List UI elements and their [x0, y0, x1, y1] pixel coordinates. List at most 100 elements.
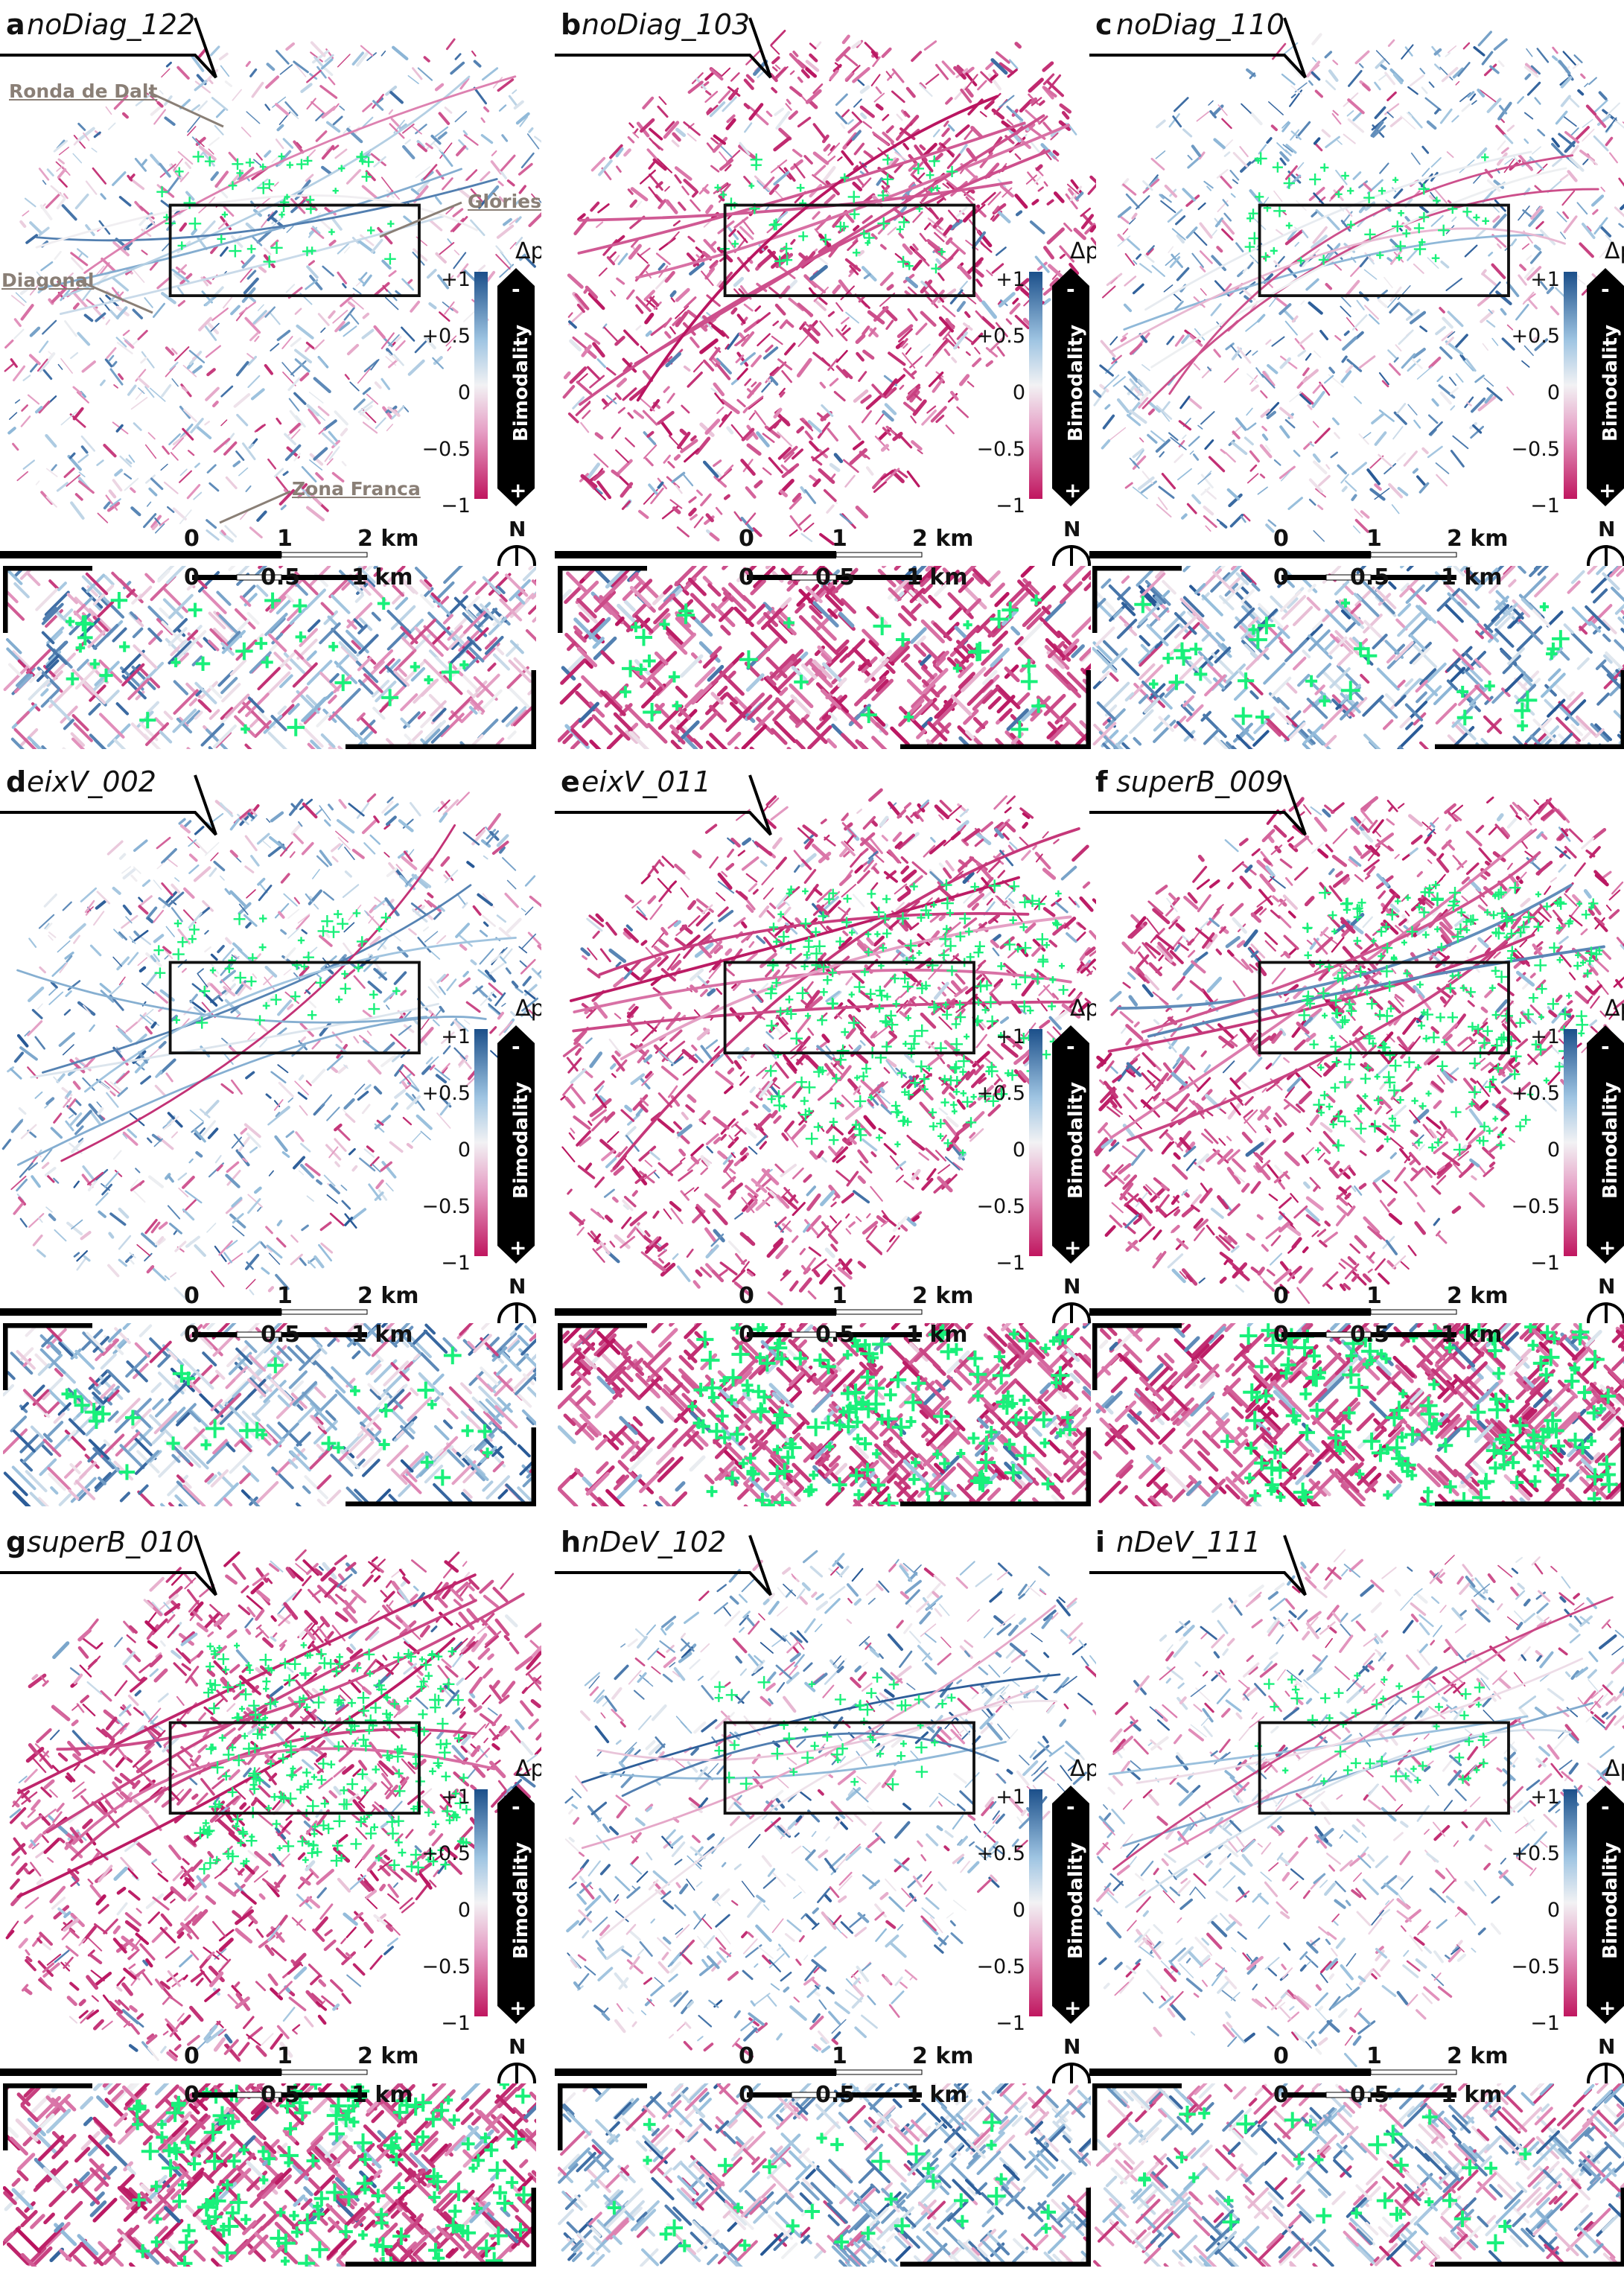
street-segment	[774, 303, 786, 316]
street-segment	[710, 387, 718, 394]
street-segment	[997, 211, 1011, 223]
street-segment	[1109, 427, 1127, 440]
inset-segment	[1020, 566, 1036, 578]
street-segment	[1232, 430, 1241, 439]
street-segment	[74, 493, 83, 501]
inset-segment	[769, 654, 795, 680]
inset-segment	[1491, 689, 1507, 704]
street-segment	[186, 484, 201, 500]
street-segment	[1346, 109, 1354, 117]
street-segment	[1434, 63, 1442, 71]
street-segment	[781, 370, 793, 383]
inset-segment	[1534, 573, 1559, 598]
street-segment	[1118, 214, 1130, 224]
inset-segment	[875, 722, 889, 736]
street-segment	[412, 67, 423, 80]
inset-segment	[1022, 608, 1042, 628]
inset-segment	[1541, 672, 1566, 698]
street-segment	[57, 363, 63, 370]
street-segment	[249, 1289, 255, 1296]
street-segment	[256, 832, 270, 845]
inset-intervention-mark	[295, 631, 307, 643]
street-segment	[531, 193, 538, 200]
legend-tick: +1	[996, 268, 1025, 291]
street-segment	[1069, 262, 1080, 276]
inset-scale-label: 0	[1273, 564, 1289, 590]
street-segment	[10, 295, 25, 307]
inset-segment	[1049, 722, 1070, 742]
street-segment	[1430, 214, 1444, 227]
inset-intervention-mark	[1539, 602, 1550, 612]
street-segment	[1529, 156, 1544, 171]
street-segment	[1312, 57, 1317, 63]
street-segment	[955, 206, 968, 218]
street-segment	[945, 237, 953, 245]
street-segment	[885, 426, 896, 435]
street-segment	[305, 345, 312, 352]
street-segment	[246, 1133, 261, 1148]
inset-segment	[1596, 692, 1610, 706]
inset-segment	[138, 585, 153, 600]
street-segment	[1281, 73, 1296, 86]
street-segment	[1197, 202, 1206, 211]
inset-segment	[821, 652, 832, 664]
street-segment	[1261, 425, 1267, 432]
scenario-name: noDiag_122	[27, 8, 196, 41]
intervention-mark	[1261, 252, 1271, 262]
street-segment	[809, 440, 820, 452]
street-segment	[1205, 471, 1212, 478]
street-segment	[942, 331, 951, 340]
intervention-mark	[332, 188, 339, 194]
inset-segment	[755, 637, 780, 663]
street-segment	[1313, 350, 1322, 358]
street-segment	[1308, 498, 1316, 506]
street-segment	[1446, 151, 1454, 159]
street-segment	[610, 290, 617, 296]
street-segment	[101, 257, 116, 273]
street-segment	[144, 386, 155, 398]
street-segment	[478, 197, 488, 209]
street-segment	[881, 47, 892, 58]
intervention-mark	[1347, 187, 1354, 194]
street-segment	[1174, 453, 1184, 463]
street-segment	[1321, 129, 1331, 138]
street-segment	[144, 297, 153, 308]
street-segment	[981, 191, 996, 206]
street-segment	[1199, 265, 1206, 273]
street-segment	[470, 219, 485, 236]
street-segment	[105, 494, 118, 511]
inset-segment	[320, 733, 336, 748]
inset-segment	[1474, 658, 1491, 675]
street-segment	[289, 851, 296, 859]
street-segment	[1197, 424, 1203, 430]
street-segment	[1136, 253, 1142, 260]
street-segment	[730, 424, 745, 441]
street-segment	[343, 922, 355, 933]
street-segment	[1388, 483, 1404, 499]
street-segment	[1271, 294, 1289, 308]
street-segment	[919, 144, 926, 151]
intervention-mark	[912, 162, 924, 175]
inset-segment	[1276, 697, 1290, 710]
street-segment	[776, 211, 789, 222]
street-segment	[361, 185, 378, 200]
inset-intervention	[1134, 596, 1570, 732]
street-segment	[1287, 60, 1302, 77]
street-segment	[1497, 60, 1505, 68]
street-segment	[338, 798, 347, 809]
street-segment	[768, 418, 782, 432]
street-segment	[193, 491, 203, 500]
street-segment	[141, 982, 155, 994]
street-segment	[706, 142, 715, 152]
street-segment	[688, 507, 697, 517]
street-segment	[1526, 81, 1541, 96]
street-segment	[1435, 462, 1450, 474]
intervention-mark	[1462, 207, 1472, 217]
inset-segment	[423, 658, 448, 684]
inset-segment	[1546, 611, 1564, 628]
street-segment	[1481, 51, 1494, 66]
inset-segment	[49, 698, 73, 723]
street-segment	[125, 458, 133, 465]
street-segment	[238, 301, 256, 315]
street-segment	[1493, 38, 1508, 51]
